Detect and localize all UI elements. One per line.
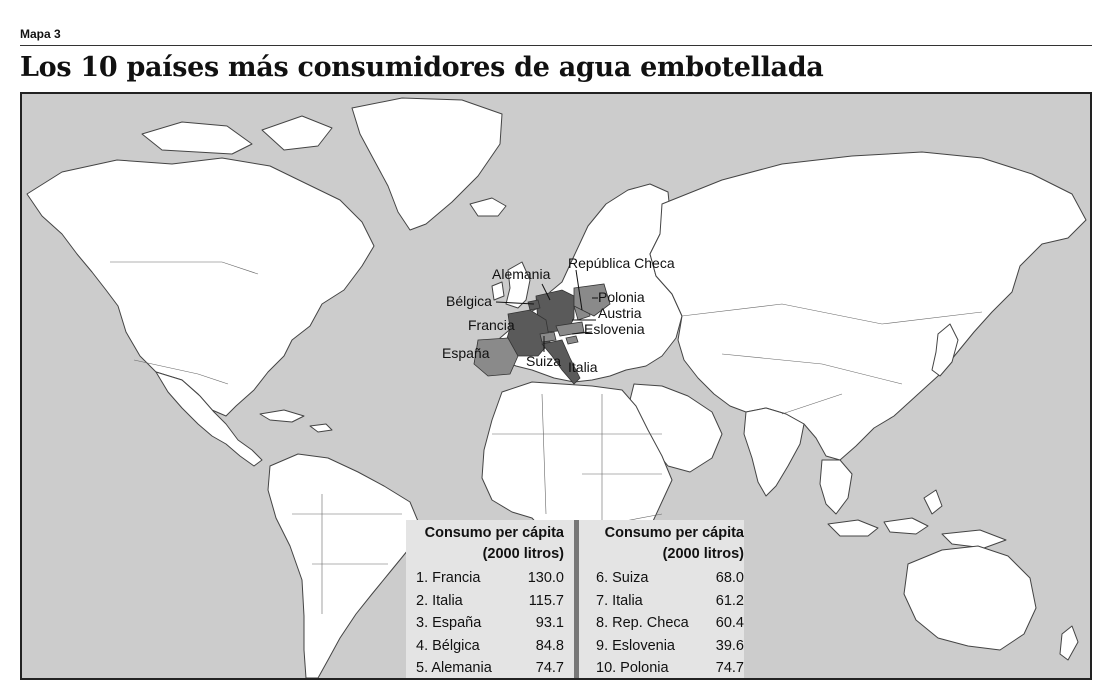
australia [903, 545, 1037, 651]
greenland [351, 97, 503, 231]
south-america-borders [292, 494, 402, 614]
leader-alemania [541, 283, 551, 301]
leader-belgica [495, 301, 535, 305]
consumption-value: 60.4 [715, 615, 744, 631]
south-america [267, 453, 421, 678]
country-name: 4. Bélgica [416, 637, 480, 654]
table-column-left: Consumo per cápita (2000 litros) 1. Fran… [416, 520, 564, 680]
consumption-value: 61.2 [715, 592, 744, 609]
label-suiza: Suiza [526, 353, 561, 369]
asia-borders [681, 303, 983, 415]
country-name: 2. Italia [416, 592, 463, 609]
us-canada-border [110, 261, 259, 275]
table-divider [574, 520, 579, 678]
table-row: 6. Suiza 68.0 [596, 567, 744, 590]
country-name: 7. Italia [596, 592, 643, 609]
map-region-belgica [527, 299, 541, 311]
label-italia: Italia [568, 359, 598, 375]
japan [931, 323, 959, 377]
iceland [469, 197, 507, 217]
indian-subcontinent [743, 407, 805, 497]
great-britain [505, 261, 531, 309]
map-region-francia [505, 309, 551, 357]
country-name: 10. Polonia [596, 660, 669, 676]
country-name: 8. Rep. Checa [596, 615, 689, 631]
map-region-italia [541, 339, 581, 385]
consumption-value: 84.8 [535, 637, 564, 654]
table-column-right: Consumo per cápita (2000 litros) 6. Suiz… [596, 520, 744, 680]
label-polonia: Polonia [598, 289, 645, 305]
mexico-central-america [155, 371, 263, 467]
country-name: 3. España [416, 615, 482, 631]
map-title: Los 10 países más consumidores de agua e… [20, 52, 824, 83]
consumption-value: 39.6 [715, 637, 744, 654]
table-row: 8. Rep. Checa 60.4 [596, 612, 744, 635]
table-row: 7. Italia 61.2 [596, 590, 744, 613]
indonesia [827, 489, 1007, 549]
map-number-label: Mapa 3 [20, 27, 61, 41]
country-name: 5. Alemania [416, 660, 492, 676]
map-region-suiza [539, 331, 557, 343]
column-header-line2: (2000 litros) [482, 546, 564, 562]
column-header-line2: (2000 litros) [662, 546, 744, 562]
consumption-value: 130.0 [527, 570, 564, 586]
consumption-value: 68.0 [715, 570, 744, 586]
africa-borders [492, 393, 663, 564]
map-region-eslovenia [565, 335, 579, 345]
us-mexico-border [133, 359, 229, 385]
table-row: 4. Bélgica 84.8 [416, 635, 564, 658]
leader-republica-checa [575, 269, 583, 311]
country-name: 9. Eslovenia [596, 637, 675, 654]
table-row: 9. Eslovenia 39.6 [596, 635, 744, 658]
caribbean-islands [259, 409, 333, 433]
column-header-line1: Consumo per cápita [424, 525, 564, 541]
consumption-value: 93.1 [535, 615, 564, 631]
country-name: 1. Francia [416, 570, 481, 586]
consumption-value: 115.7 [528, 592, 564, 609]
column-header: Consumo per cápita (2000 litros) [416, 523, 564, 565]
table-row: 2. Italia 115.7 [416, 590, 564, 613]
map-region-austria [555, 321, 585, 337]
table-row: 3. España 93.1 [416, 612, 564, 635]
country-name: 6. Suiza [596, 570, 649, 586]
label-belgica: Bélgica [446, 293, 492, 309]
column-header-line1: Consumo per cápita [604, 525, 744, 541]
map-region-polonia [573, 283, 611, 317]
new-zealand [1059, 625, 1079, 661]
consumption-value: 74.7 [715, 660, 744, 676]
table-row: 5. Alemania 74.7 [416, 657, 564, 680]
label-alemania: Alemania [492, 266, 551, 282]
label-francia: Francia [468, 317, 515, 333]
header-rule [20, 45, 1092, 46]
arctic-archipelago [141, 115, 333, 155]
asia [649, 151, 1087, 461]
north-america [26, 157, 375, 417]
table-row: 10. Polonia 74.7 [596, 657, 744, 680]
consumption-value: 74.7 [535, 660, 564, 676]
label-espana: España [442, 345, 490, 361]
ireland [491, 281, 505, 301]
label-eslovenia: Eslovenia [584, 321, 645, 337]
southeast-asia [819, 459, 853, 515]
label-austria: Austria [598, 305, 642, 321]
map-region-espana [473, 337, 519, 377]
label-republica-checa: República Checa [568, 255, 675, 271]
table-row: 1. Francia 130.0 [416, 567, 564, 590]
leader-eslovenia [571, 331, 593, 335]
column-header: Consumo per cápita (2000 litros) [596, 523, 744, 565]
